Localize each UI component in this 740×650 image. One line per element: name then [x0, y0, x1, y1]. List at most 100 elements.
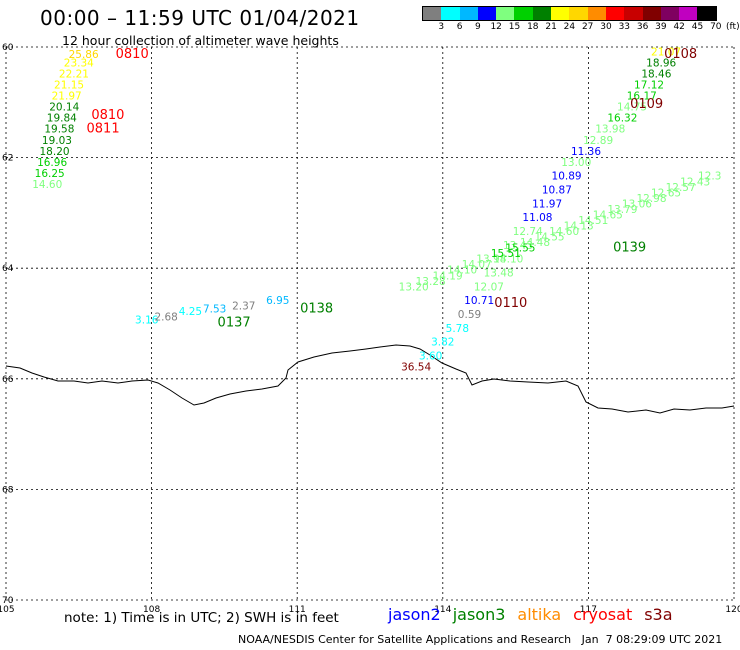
wave-height-point: 25.86: [69, 49, 99, 61]
legend-item-altika: altika: [517, 605, 562, 624]
colorbar-label: 30: [600, 22, 612, 32]
wave-height-point: 13.98: [476, 254, 506, 266]
wave-height-point: 4.25: [179, 306, 202, 318]
colorbar-label: 36: [636, 22, 649, 32]
colorbar-label: 27: [581, 22, 594, 32]
wave-height-point: 14.19: [433, 270, 463, 282]
legend-item-cryosat: cryosat: [573, 605, 633, 624]
pass-label: 0137: [218, 315, 251, 330]
wave-height-point: 19.58: [44, 124, 74, 136]
legend-item-jason3: jason3: [452, 605, 506, 624]
colorbar-label: 21: [545, 22, 557, 32]
wave-height-point: 14.60: [32, 179, 62, 191]
colorbar-cell: [477, 7, 497, 20]
colorbar-cell: [605, 7, 625, 20]
colorbar-cell: [551, 7, 570, 20]
wave-height-point: 18.96: [646, 57, 676, 69]
wave-height-point: 7.53: [203, 303, 226, 315]
wave-height-point: 14.75: [617, 102, 647, 114]
wave-height-point: 12.3: [698, 171, 721, 183]
x-tick-label: 120: [725, 605, 740, 615]
colorbar-cell: [496, 7, 515, 20]
wave-height-point: 14.60: [549, 226, 579, 238]
wave-height-point: 13.43: [503, 240, 533, 252]
wave-height-point: 3.82: [431, 337, 454, 349]
wave-height-point: 14.13: [564, 220, 594, 232]
wave-height-point: 11.08: [522, 212, 552, 224]
colorbar-label: 12: [490, 22, 502, 32]
wave-height-point: 19.03: [42, 135, 72, 147]
wave-height-point: 12.89: [583, 135, 613, 147]
wave-height-point: 14.51: [578, 215, 608, 227]
colorbar-label: 15: [508, 22, 521, 32]
wave-height-point: 16.96: [37, 157, 67, 169]
colorbar-unit: (ft): [726, 22, 740, 32]
wave-height-point: 14.10: [493, 254, 523, 266]
colorbar-cell: [660, 7, 680, 20]
colorbar-label: 18: [527, 22, 539, 32]
colorbar-cell: [459, 7, 478, 20]
wave-height-point: 21.07: [651, 46, 681, 58]
pass-label: 0110: [494, 296, 527, 311]
colorbar-cell: [679, 7, 698, 20]
pass-label: 0138: [300, 301, 333, 316]
colorbar-label: 42: [673, 22, 685, 32]
colorbar-label: 6: [456, 22, 463, 32]
colorbar-cell: [423, 7, 442, 20]
colorbar-label: 70: [710, 22, 722, 32]
colorbar-cell: [569, 7, 588, 20]
wave-height-point: 20.14: [49, 102, 79, 114]
wave-height-point: 18.20: [40, 146, 70, 158]
wave-height-point: 2.37: [232, 301, 255, 313]
wave-height-point: 13.06: [622, 198, 652, 210]
wave-height-point: 21.97: [52, 91, 82, 103]
chart-title: 00:00 – 11:59 UTC 01/04/2021: [40, 6, 360, 30]
colorbar-cell: [624, 7, 643, 20]
wave-height-point: 13.00: [561, 157, 591, 169]
y-tick-label: 60: [2, 43, 14, 53]
y-tick-label: 66: [2, 375, 14, 385]
wave-height-point: 3.60: [419, 350, 442, 362]
colorbar-cell: [697, 7, 716, 20]
wave-height-point: 12.98: [636, 193, 666, 205]
y-tick-label: 68: [2, 485, 14, 495]
x-tick-label: 111: [289, 605, 306, 615]
wave-height-point: 12.43: [680, 176, 710, 188]
wave-height-point: 2.68: [154, 312, 177, 324]
wave-height-point: 23.34: [64, 57, 94, 69]
colorbar-cell: [514, 7, 533, 20]
wave-height-point: 10.89: [552, 171, 582, 183]
wave-height-point: 12.65: [651, 187, 681, 199]
wave-height-point: 16.25: [35, 168, 65, 180]
wave-height-point: 13.48: [484, 267, 514, 279]
pass-label: 0811: [87, 122, 120, 137]
pass-label: 0810: [116, 47, 149, 62]
legend-item-jason2: jason2: [388, 605, 441, 624]
y-tick-label: 64: [2, 264, 14, 274]
colorbar-label: 3: [438, 22, 445, 32]
wave-height-point: 14.48: [520, 237, 550, 249]
colorbar-label: 39: [655, 22, 667, 32]
wave-height-point: 13.79: [607, 204, 637, 216]
y-tick-label: 62: [2, 154, 13, 164]
wave-height-point: 13.98: [595, 124, 625, 136]
pass-label: 0109: [630, 97, 663, 112]
wave-height-point: 16.32: [607, 113, 637, 125]
wave-height-point: 12.74: [513, 226, 543, 238]
wave-height-point: 13.28: [416, 276, 446, 288]
wave-height-point: 11.97: [532, 198, 562, 210]
chart-subtitle: 12 hour collection of altimeter wave hei…: [62, 33, 339, 48]
colorbar-label: 24: [563, 22, 576, 32]
x-tick-label: 108: [143, 605, 160, 615]
wave-height-point: 13.20: [399, 281, 429, 293]
wave-height-point: 11.36: [571, 146, 601, 158]
wave-height-point: 14.10: [447, 265, 477, 277]
wave-height-point: 3.16: [135, 315, 159, 327]
coastline: [5, 344, 735, 414]
colorbar-label: 45: [691, 22, 704, 32]
grid: [5, 46, 735, 601]
wave-height-point: 17.12: [634, 79, 664, 91]
